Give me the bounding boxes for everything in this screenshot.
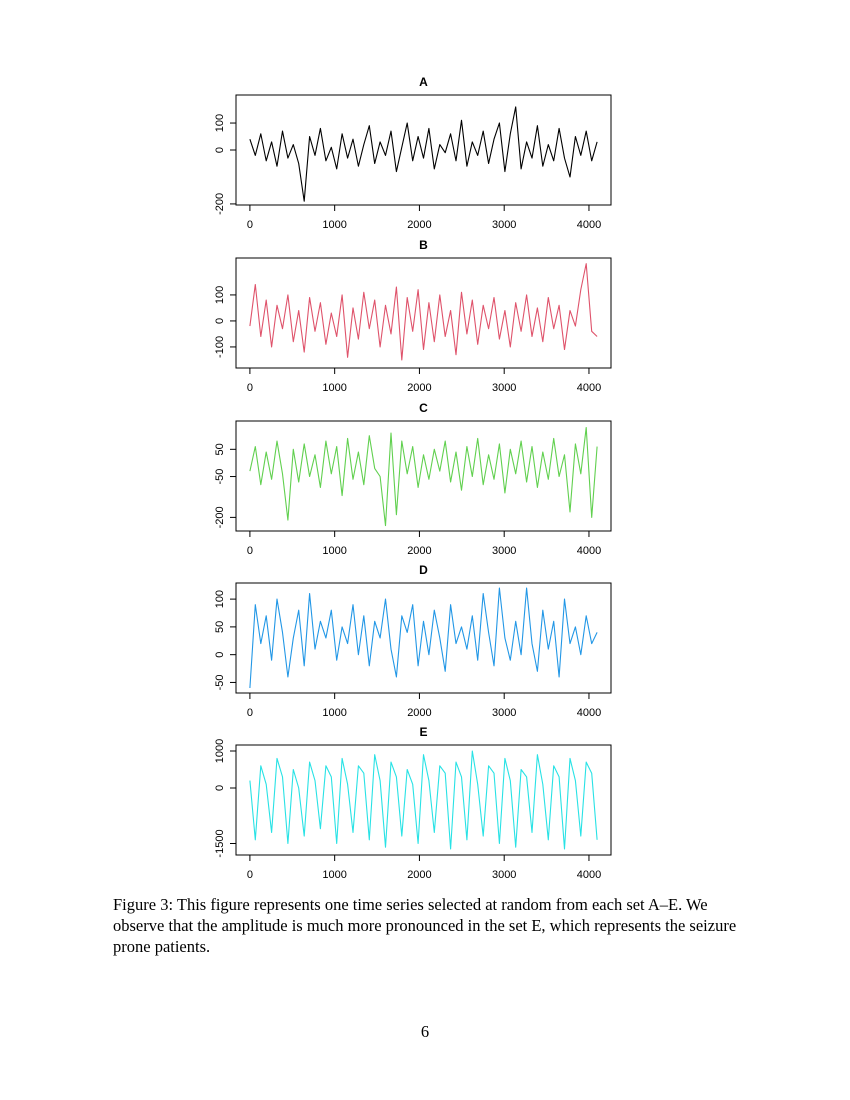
series-line xyxy=(249,587,598,689)
plot-frame xyxy=(235,420,612,532)
x-tick-label: 0 xyxy=(247,382,253,394)
x-tick-label: 1000 xyxy=(322,869,346,880)
x-tick-label: 3000 xyxy=(492,869,516,880)
plot-frame xyxy=(235,257,612,369)
y-tick-label: 50 xyxy=(214,443,226,455)
chart-title: E xyxy=(419,725,427,739)
x-tick-label: 3000 xyxy=(492,219,516,231)
y-tick-label: -50 xyxy=(214,469,226,485)
series-line xyxy=(249,750,598,850)
y-tick-label: 0 xyxy=(214,652,226,658)
y-tick-label: -100 xyxy=(214,336,226,358)
x-tick-label: 4000 xyxy=(577,545,601,557)
y-tick-label: 1000 xyxy=(214,739,226,763)
x-tick-label: 1000 xyxy=(322,382,346,394)
x-tick-label: 1000 xyxy=(322,219,346,231)
plot-frame xyxy=(235,94,612,206)
chart-title: C xyxy=(419,401,428,415)
y-tick-label: -200 xyxy=(214,506,226,528)
chart-title: D xyxy=(419,563,428,577)
x-tick-label: 4000 xyxy=(577,219,601,231)
x-tick-label: 0 xyxy=(247,707,253,719)
x-tick-label: 2000 xyxy=(407,219,431,231)
series-line xyxy=(249,263,598,361)
x-tick-label: 4000 xyxy=(577,869,601,880)
x-tick-label: 3000 xyxy=(492,382,516,394)
x-tick-label: 0 xyxy=(247,219,253,231)
plot-frame xyxy=(235,744,612,856)
x-tick-label: 0 xyxy=(247,545,253,557)
y-tick-label: 100 xyxy=(214,286,226,304)
x-tick-label: 3000 xyxy=(492,707,516,719)
caption: Figure 3: This figure represents one tim… xyxy=(113,895,737,956)
x-tick-label: 1000 xyxy=(322,707,346,719)
y-tick-label: -200 xyxy=(214,193,226,215)
x-tick-label: 3000 xyxy=(492,545,516,557)
y-tick-label: 100 xyxy=(214,590,226,608)
plot-frame xyxy=(235,582,612,694)
x-tick-label: 0 xyxy=(247,869,253,880)
series-line xyxy=(249,426,598,527)
y-tick-label: 0 xyxy=(214,147,226,153)
y-tick-label: 100 xyxy=(214,114,226,132)
y-tick-label: -1500 xyxy=(214,829,226,857)
y-tick-label: 50 xyxy=(214,621,226,633)
x-tick-label: 2000 xyxy=(407,382,431,394)
x-tick-label: 1000 xyxy=(322,545,346,557)
x-tick-label: 2000 xyxy=(407,869,431,880)
x-tick-label: 4000 xyxy=(577,707,601,719)
y-tick-label: 0 xyxy=(214,785,226,791)
series-line xyxy=(249,106,598,202)
page-number: 6 xyxy=(420,1022,430,1041)
y-tick-label: 0 xyxy=(214,318,226,324)
chart-title: B xyxy=(419,238,428,252)
x-tick-label: 2000 xyxy=(407,545,431,557)
y-tick-label: -50 xyxy=(214,674,226,690)
x-tick-label: 2000 xyxy=(407,707,431,719)
x-tick-label: 4000 xyxy=(577,382,601,394)
chart-title: A xyxy=(419,75,428,89)
